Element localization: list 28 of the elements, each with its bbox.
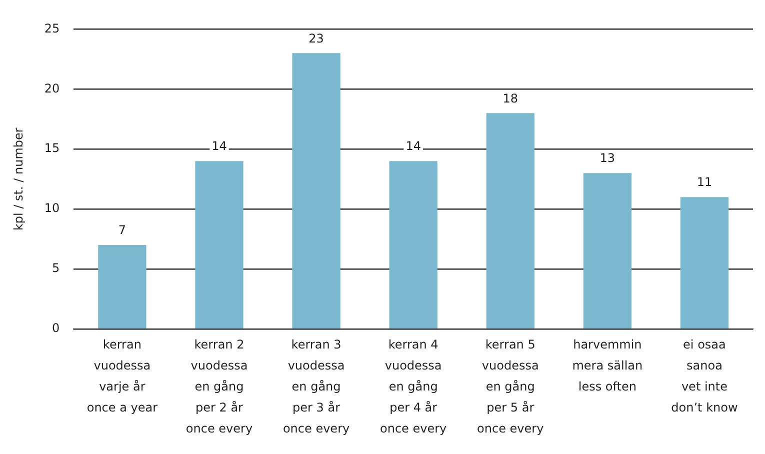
- x-tick-label: harvemmin mera sällan less often: [572, 338, 643, 394]
- y-tick-label: 20: [44, 81, 60, 96]
- bar: [583, 173, 632, 328]
- y-tick-label: 10: [44, 201, 60, 216]
- x-tick-label: kerran 3 vuodessa en gång per 3 år once every: [282, 338, 350, 436]
- data-label: 18: [502, 91, 518, 106]
- y-axis-title: kpl / st. / number: [11, 128, 26, 231]
- y-tick-label: 15: [44, 141, 60, 156]
- data-label: 11: [696, 175, 712, 190]
- x-tick-label: ei osaa sanoa vet inte don’t know: [671, 338, 738, 415]
- data-label: 23: [308, 31, 324, 46]
- bar: [195, 161, 244, 328]
- x-tick-label: kerran 4 vuodessa en gång per 4 år once every: [380, 338, 447, 436]
- x-tick-label: kerran 5 vuodessa en gång per 5 år once every: [477, 338, 544, 436]
- y-tick-label: 25: [44, 21, 60, 36]
- y-tick-label: 0: [52, 321, 60, 336]
- data-label: 14: [406, 139, 421, 154]
- x-tick-label: kerran 2 vuodessa en gång per 2 år once every: [186, 338, 253, 436]
- bar: [389, 161, 438, 328]
- data-label: 13: [600, 151, 616, 166]
- bar: [98, 245, 146, 328]
- x-tick-label: kerran vuodessa varje år once a year: [86, 338, 158, 415]
- bar: [680, 197, 729, 328]
- bar: [292, 53, 340, 328]
- y-tick-label: 5: [52, 261, 60, 276]
- data-label: 14: [212, 139, 227, 154]
- data-label: 7: [118, 223, 126, 238]
- bar: [486, 113, 534, 328]
